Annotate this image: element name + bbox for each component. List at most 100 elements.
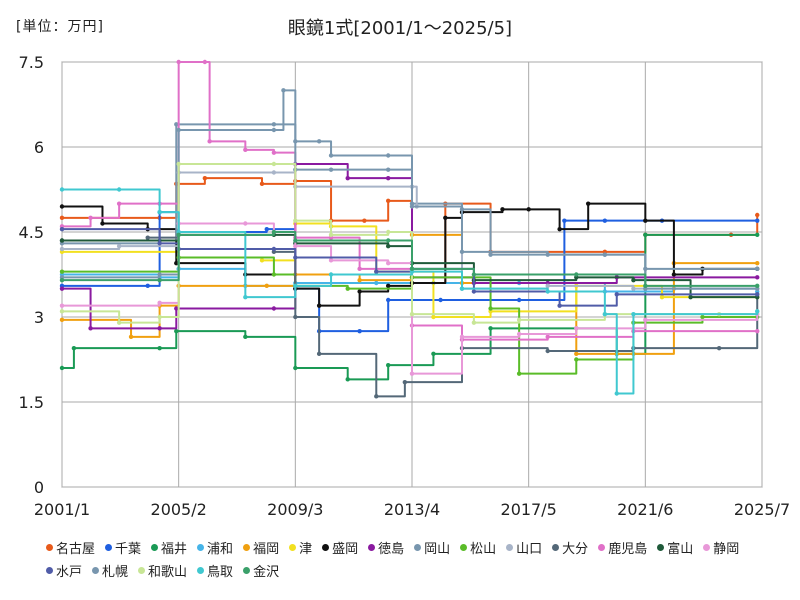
data-point: [385, 362, 391, 368]
data-point: [281, 88, 286, 93]
legend-marker: [657, 544, 665, 551]
data-point: [631, 311, 636, 317]
legend: 名古屋 千葉 福井 浦和 福岡 津 盛岡 徳島 岡山 松山 山口 大分 鹿児島 富山 静岡 水戸 札幌 和歌山 鳥取…: [46, 538, 786, 584]
axis-layer: 7.5 6 4.5 3 1.5 0 2001/1 2005/2 2009/3 2013/4 2017…: [19, 53, 791, 519]
data-point: [545, 289, 550, 294]
data-point: [385, 283, 391, 289]
data-point: [271, 229, 277, 235]
legend-label: 水戸: [56, 565, 83, 580]
legend-item: 松山: [460, 538, 496, 557]
data-point: [243, 294, 248, 300]
data-point: [385, 175, 391, 181]
data-point: [259, 181, 265, 187]
data-point: [385, 238, 391, 243]
data-point: [357, 289, 362, 294]
legend-marker: [598, 544, 606, 551]
data-point: [202, 175, 208, 181]
series-line: [62, 177, 759, 284]
data-point: [174, 260, 179, 266]
data-point: [293, 255, 298, 260]
series-金沢: [59, 229, 760, 289]
series-line: [62, 163, 758, 330]
data-point: [207, 139, 212, 144]
data-point: [59, 277, 65, 283]
data-point: [545, 348, 550, 354]
data-point: [157, 314, 162, 320]
data-point: [557, 303, 562, 308]
data-point: [293, 238, 298, 243]
legend-item: 名古屋: [46, 538, 95, 557]
data-point: [526, 207, 531, 212]
data-point: [243, 334, 248, 340]
data-point: [443, 215, 448, 221]
data-point: [176, 161, 181, 167]
x-tick-label: 2013/4: [384, 500, 440, 519]
legend-label: 和歌山: [148, 565, 188, 580]
legend-marker: [703, 544, 711, 551]
legend-label: 岡山: [424, 542, 451, 557]
data-point: [755, 212, 760, 218]
data-point: [174, 328, 179, 334]
series-鳥取: [59, 187, 760, 396]
data-point: [755, 283, 760, 289]
data-point: [402, 379, 408, 385]
legend-label: 鳥取: [207, 565, 234, 580]
data-point: [574, 272, 579, 277]
legend-item: 千葉: [105, 538, 141, 557]
data-point: [345, 286, 350, 291]
legend-marker: [289, 544, 297, 551]
data-point: [545, 283, 550, 289]
data-point: [688, 294, 693, 300]
data-point: [243, 221, 248, 226]
data-point: [602, 311, 608, 317]
legend-marker: [151, 544, 159, 551]
data-point: [755, 309, 760, 314]
legend-marker: [46, 544, 53, 551]
data-point: [385, 198, 391, 204]
data-point: [385, 167, 391, 172]
data-point: [145, 283, 150, 289]
data-point: [157, 277, 162, 283]
data-point: [357, 266, 362, 272]
legend-marker: [92, 567, 100, 574]
legend-label: 札幌: [102, 565, 129, 580]
x-tick-label: 2005/2: [151, 500, 207, 519]
legend-marker: [414, 544, 422, 551]
data-point: [59, 269, 65, 274]
data-point: [157, 300, 162, 306]
data-point: [59, 317, 65, 323]
data-point: [116, 187, 122, 192]
legend-marker: [552, 544, 560, 551]
data-point: [59, 238, 65, 243]
data-point: [459, 334, 465, 340]
y-tick-label: 7.5: [19, 53, 44, 72]
data-point: [271, 127, 277, 133]
legend-item: 福井: [151, 538, 187, 557]
legend-item: 鹿児島: [598, 538, 647, 557]
data-point: [385, 297, 391, 303]
data-point: [459, 286, 465, 291]
data-point: [374, 280, 379, 286]
legend-marker: [460, 544, 468, 551]
series-徳島: [59, 161, 760, 331]
data-point: [328, 153, 334, 158]
legend-marker: [506, 544, 514, 551]
data-point: [545, 252, 550, 257]
y-tick-label: 1.5: [19, 393, 44, 412]
legend-marker: [368, 544, 376, 551]
data-point: [59, 246, 65, 252]
unit-label: [単位：万円]: [16, 19, 104, 35]
data-point: [328, 232, 334, 238]
data-point: [755, 266, 760, 272]
legend-label: 山口: [516, 542, 543, 557]
data-point: [409, 311, 415, 317]
data-point: [488, 326, 493, 331]
data-point: [271, 170, 277, 175]
data-point: [174, 122, 179, 127]
data-point: [516, 297, 522, 303]
data-point: [271, 246, 277, 252]
legend-label: 名古屋: [56, 542, 96, 557]
data-point: [271, 122, 277, 127]
data-point: [145, 235, 150, 240]
legend-label: 大分: [562, 542, 589, 557]
